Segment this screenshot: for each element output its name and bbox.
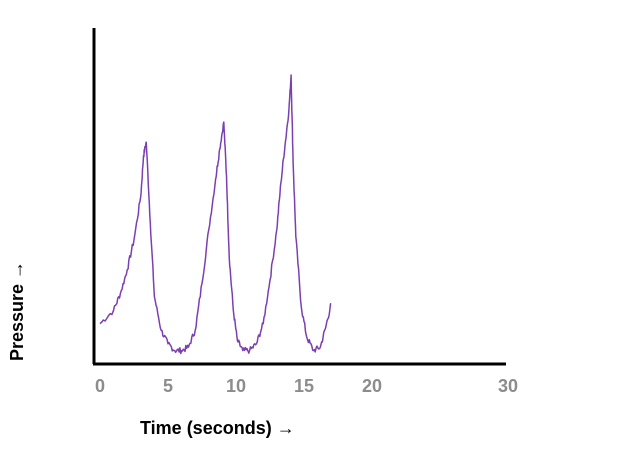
x-axis-label: Time (seconds) →	[140, 418, 295, 438]
y-axis-label: Pressure →	[7, 261, 27, 361]
series-line	[99, 74, 332, 355]
x-tick-label: 20	[362, 376, 382, 396]
x-tick-label: 10	[226, 376, 246, 396]
x-tick-labels: 0 5 10 15 20 30	[95, 376, 518, 396]
x-tick-label: 0	[95, 376, 105, 396]
x-tick-label: 30	[498, 376, 518, 396]
x-tick-label: 5	[163, 376, 173, 396]
x-tick-label: 15	[294, 376, 314, 396]
